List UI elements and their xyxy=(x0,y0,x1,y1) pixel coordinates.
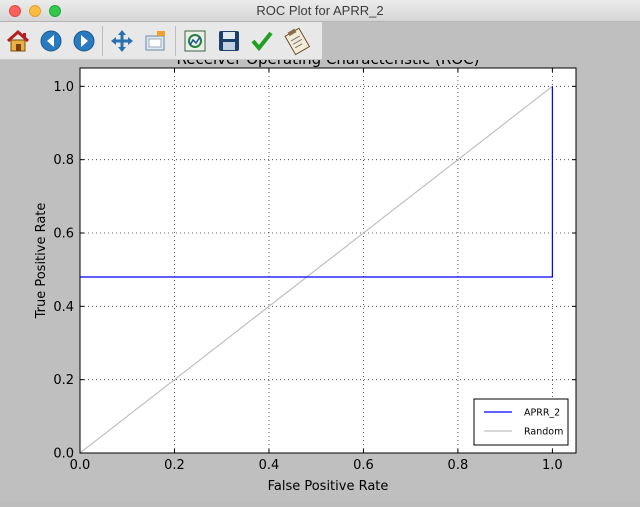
edit-parameters-button[interactable] xyxy=(281,25,313,57)
window-title: ROC Plot for APRR_2 xyxy=(256,3,384,18)
y-tick-label: 0.2 xyxy=(53,373,74,388)
x-tick-label: 0.4 xyxy=(259,458,280,473)
chart-title: Receiver Operating Characteristic (ROC) xyxy=(177,60,480,68)
y-tick-label: 1.0 xyxy=(53,80,74,95)
clipboard-icon xyxy=(284,27,311,56)
toolbar-separator xyxy=(175,26,176,56)
toolbar-separator xyxy=(102,26,103,56)
maximize-window-button[interactable] xyxy=(49,5,61,17)
arrow-right-icon xyxy=(73,30,95,52)
y-axis-label: True Positive Rate xyxy=(34,203,49,320)
y-tick-label: 0.6 xyxy=(53,227,74,242)
series-line-aprr-2 xyxy=(80,86,553,278)
forward-button[interactable] xyxy=(68,25,100,57)
x-tick-label: 1.0 xyxy=(542,458,563,473)
floppy-icon xyxy=(219,31,239,51)
x-axis-label: False Positive Rate xyxy=(268,479,389,494)
title-bar: ROC Plot for APRR_2 xyxy=(0,0,640,22)
legend-label: APRR_2 xyxy=(524,408,560,419)
zoom-button[interactable] xyxy=(140,25,172,57)
move-icon xyxy=(111,30,133,52)
back-button[interactable] xyxy=(35,25,67,57)
y-tick-label: 0.4 xyxy=(53,300,74,315)
roc-chart: 0.0 0.2 0.4 0.6 0.8 1.0 0.0 0.2 0.4 0.6 0.8 1.0 Rece… xyxy=(34,50,577,494)
save-button[interactable] xyxy=(213,25,245,57)
close-window-button[interactable] xyxy=(9,5,21,17)
home-button[interactable] xyxy=(2,25,34,57)
minimize-window-button[interactable] xyxy=(29,5,41,17)
y-tick-label: 0.8 xyxy=(53,153,74,168)
check-button[interactable] xyxy=(246,25,278,57)
navigation-toolbar xyxy=(0,22,322,60)
configure-subplots-button[interactable] xyxy=(179,25,211,57)
plot-frame xyxy=(79,67,577,454)
arrow-left-icon xyxy=(40,30,62,52)
home-icon xyxy=(6,29,30,52)
subplots-icon xyxy=(184,30,206,52)
x-tick-label: 0.2 xyxy=(164,458,185,473)
checkmark-icon xyxy=(251,31,273,52)
x-tick-label: 0.0 xyxy=(70,458,91,473)
series-line-random xyxy=(79,85,553,454)
figure-canvas[interactable]: 0.0 0.2 0.4 0.6 0.8 1.0 0.0 0.2 0.4 0.6 0.8 1.0 Rece… xyxy=(0,50,640,502)
x-tick-label: 0.8 xyxy=(448,458,469,473)
legend-box xyxy=(473,398,569,446)
x-tick-label: 0.6 xyxy=(353,458,374,473)
y-tick-label: 0.0 xyxy=(53,447,74,462)
zoom-rect-icon xyxy=(145,31,165,51)
pan-button[interactable] xyxy=(106,25,138,57)
legend-label: Random xyxy=(524,427,563,438)
